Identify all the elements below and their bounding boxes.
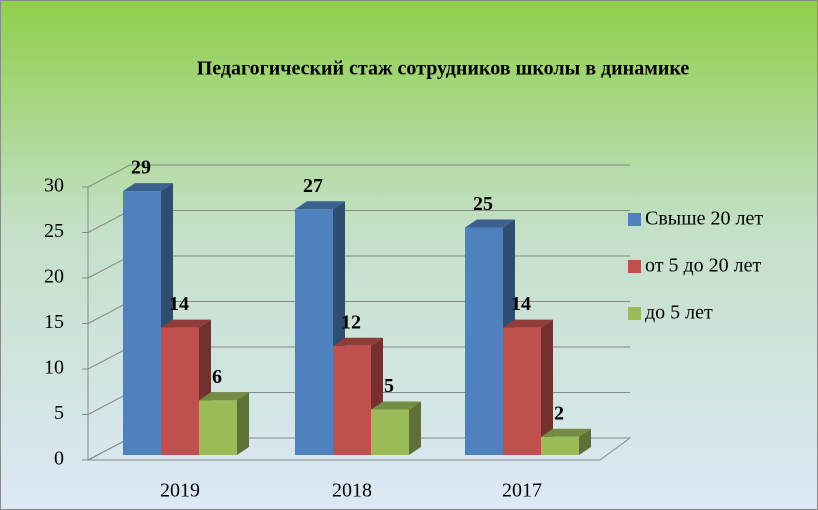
bar-side	[579, 428, 591, 455]
bar	[541, 436, 579, 455]
grid-line	[87, 164, 630, 188]
bar-side	[237, 392, 249, 455]
x-tick-label: 2017	[502, 480, 542, 502]
bar-top	[123, 183, 173, 192]
bar	[199, 400, 237, 455]
legend-label: Свыше 20 лет	[645, 208, 763, 230]
legend-swatch	[628, 213, 641, 226]
value-label: 27	[303, 175, 323, 197]
bar	[503, 327, 541, 455]
bar	[295, 209, 333, 455]
bar-top	[333, 337, 383, 346]
y-tick-label: 25	[44, 220, 64, 242]
bar-top	[371, 401, 421, 410]
legend-swatch	[628, 307, 641, 320]
y-tick-label: 10	[44, 357, 64, 379]
bar-top	[465, 219, 515, 228]
value-label: 25	[473, 193, 493, 215]
y-tick-label: 30	[44, 175, 64, 197]
legend-label: от 5 до 20 лет	[645, 255, 762, 277]
chart-title: Педагогический стаж сотрудников школы в …	[197, 58, 690, 80]
y-tick-label: 15	[44, 311, 64, 333]
value-label: 29	[131, 157, 151, 179]
x-tick-label: 2018	[332, 480, 372, 502]
y-tick-label: 0	[54, 448, 64, 470]
value-label: 14	[169, 293, 189, 315]
bar	[371, 409, 409, 455]
y-tick-label: 20	[44, 266, 64, 288]
legend-label: до 5 лет	[645, 302, 713, 324]
value-label: 2	[554, 402, 564, 424]
value-label: 5	[384, 375, 394, 397]
bar	[333, 345, 371, 455]
bar-top	[161, 319, 211, 328]
x-tick-label: 2019	[160, 480, 200, 502]
value-label: 6	[212, 366, 222, 388]
bar-top	[503, 319, 553, 328]
bar	[161, 327, 199, 455]
y-tick-label: 5	[54, 402, 64, 424]
value-label: 12	[341, 311, 361, 333]
bar	[123, 191, 161, 455]
bar-top	[541, 428, 591, 437]
bar	[465, 227, 503, 455]
value-label: 14	[511, 293, 531, 315]
bar-side	[409, 401, 421, 455]
bar-top	[295, 201, 345, 210]
legend-swatch	[628, 260, 641, 273]
bar-side	[541, 319, 553, 455]
bar-top	[199, 392, 249, 401]
